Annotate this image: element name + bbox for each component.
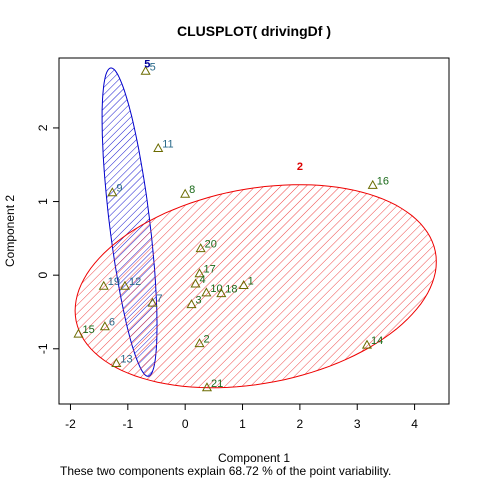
point-label-8: 8: [189, 184, 195, 196]
point-marker-4: [190, 278, 201, 288]
point-marker-17: [194, 268, 205, 278]
point-marker-6: [99, 321, 110, 331]
data-points: 5 11 9 19 12 7 6 13 8 16 20 174 1 10 18 3 15 2 14 21: [73, 61, 389, 392]
y-tick-label: 1: [36, 198, 50, 205]
point-label-17: 17: [204, 264, 216, 276]
point-label-3: 3: [195, 295, 201, 307]
x-tick-label: -1: [122, 417, 133, 431]
point-marker-9: [107, 187, 118, 197]
point-label-20: 20: [205, 239, 217, 251]
point-label-16: 16: [377, 175, 389, 187]
point-label-2: 2: [204, 334, 210, 346]
point-label-6: 6: [109, 317, 115, 329]
point-label-18: 18: [225, 284, 237, 296]
point-label-5: 5: [150, 61, 156, 73]
x-tick-label: 0: [182, 417, 189, 431]
y-tick-label: 2: [36, 124, 50, 131]
cluster-label-2: 2: [297, 161, 303, 173]
x-tick-label: 1: [239, 417, 246, 431]
point-label-7: 7: [156, 293, 162, 305]
x-tick-label: 4: [411, 417, 418, 431]
point-marker-3: [186, 299, 197, 309]
cluster-labels: 52: [144, 59, 303, 173]
point-label-21: 21: [211, 378, 223, 390]
point-label-11: 11: [162, 139, 173, 151]
point-marker-8: [180, 188, 191, 198]
x-tick-label: -2: [65, 417, 76, 431]
x-axis-label: Component 1: [218, 451, 290, 465]
point-marker-2: [194, 338, 205, 348]
point-marker-15: [73, 328, 84, 338]
x-axis: -2 -1 0 1 2 3 4: [65, 403, 418, 431]
point-label-14: 14: [371, 335, 383, 347]
point-label-15: 15: [83, 324, 95, 336]
point-marker-18: [216, 288, 227, 298]
y-tick-label: -1: [36, 343, 50, 354]
point-label-9: 9: [116, 183, 122, 195]
point-label-12: 12: [129, 276, 141, 288]
point-marker-20: [195, 243, 206, 253]
point-marker-12: [119, 280, 131, 290]
point-marker-7: [147, 297, 158, 307]
y-axis: -1 0 1 2: [36, 124, 60, 354]
chart-title: CLUSPLOT( drivingDf ): [177, 23, 331, 39]
point-label-1: 1: [248, 275, 254, 287]
point-marker-19: [98, 280, 109, 290]
cluster-label-5: 5: [144, 59, 150, 71]
point-marker-16: [367, 179, 378, 189]
x-tick-label: 3: [354, 417, 361, 431]
point-label-4: 4: [200, 274, 206, 286]
y-tick-label: 0: [36, 272, 50, 279]
y-axis-label: Component 2: [3, 195, 17, 267]
x-tick-label: 2: [297, 417, 304, 431]
point-label-19: 19: [108, 276, 120, 288]
cluster-ellipse-2: [74, 184, 437, 389]
point-marker-5: [140, 65, 151, 75]
point-marker-14: [361, 339, 373, 349]
variability-caption: These two components explain 68.72 % of …: [60, 464, 391, 478]
point-marker-11: [153, 143, 164, 153]
point-marker-1: [238, 279, 249, 289]
point-marker-21: [201, 382, 213, 392]
point-label-10: 10: [210, 283, 222, 295]
point-marker-13: [111, 357, 122, 368]
cluster-ellipses: [74, 67, 437, 389]
point-label-13: 13: [120, 354, 132, 366]
point-marker-10: [201, 287, 212, 297]
